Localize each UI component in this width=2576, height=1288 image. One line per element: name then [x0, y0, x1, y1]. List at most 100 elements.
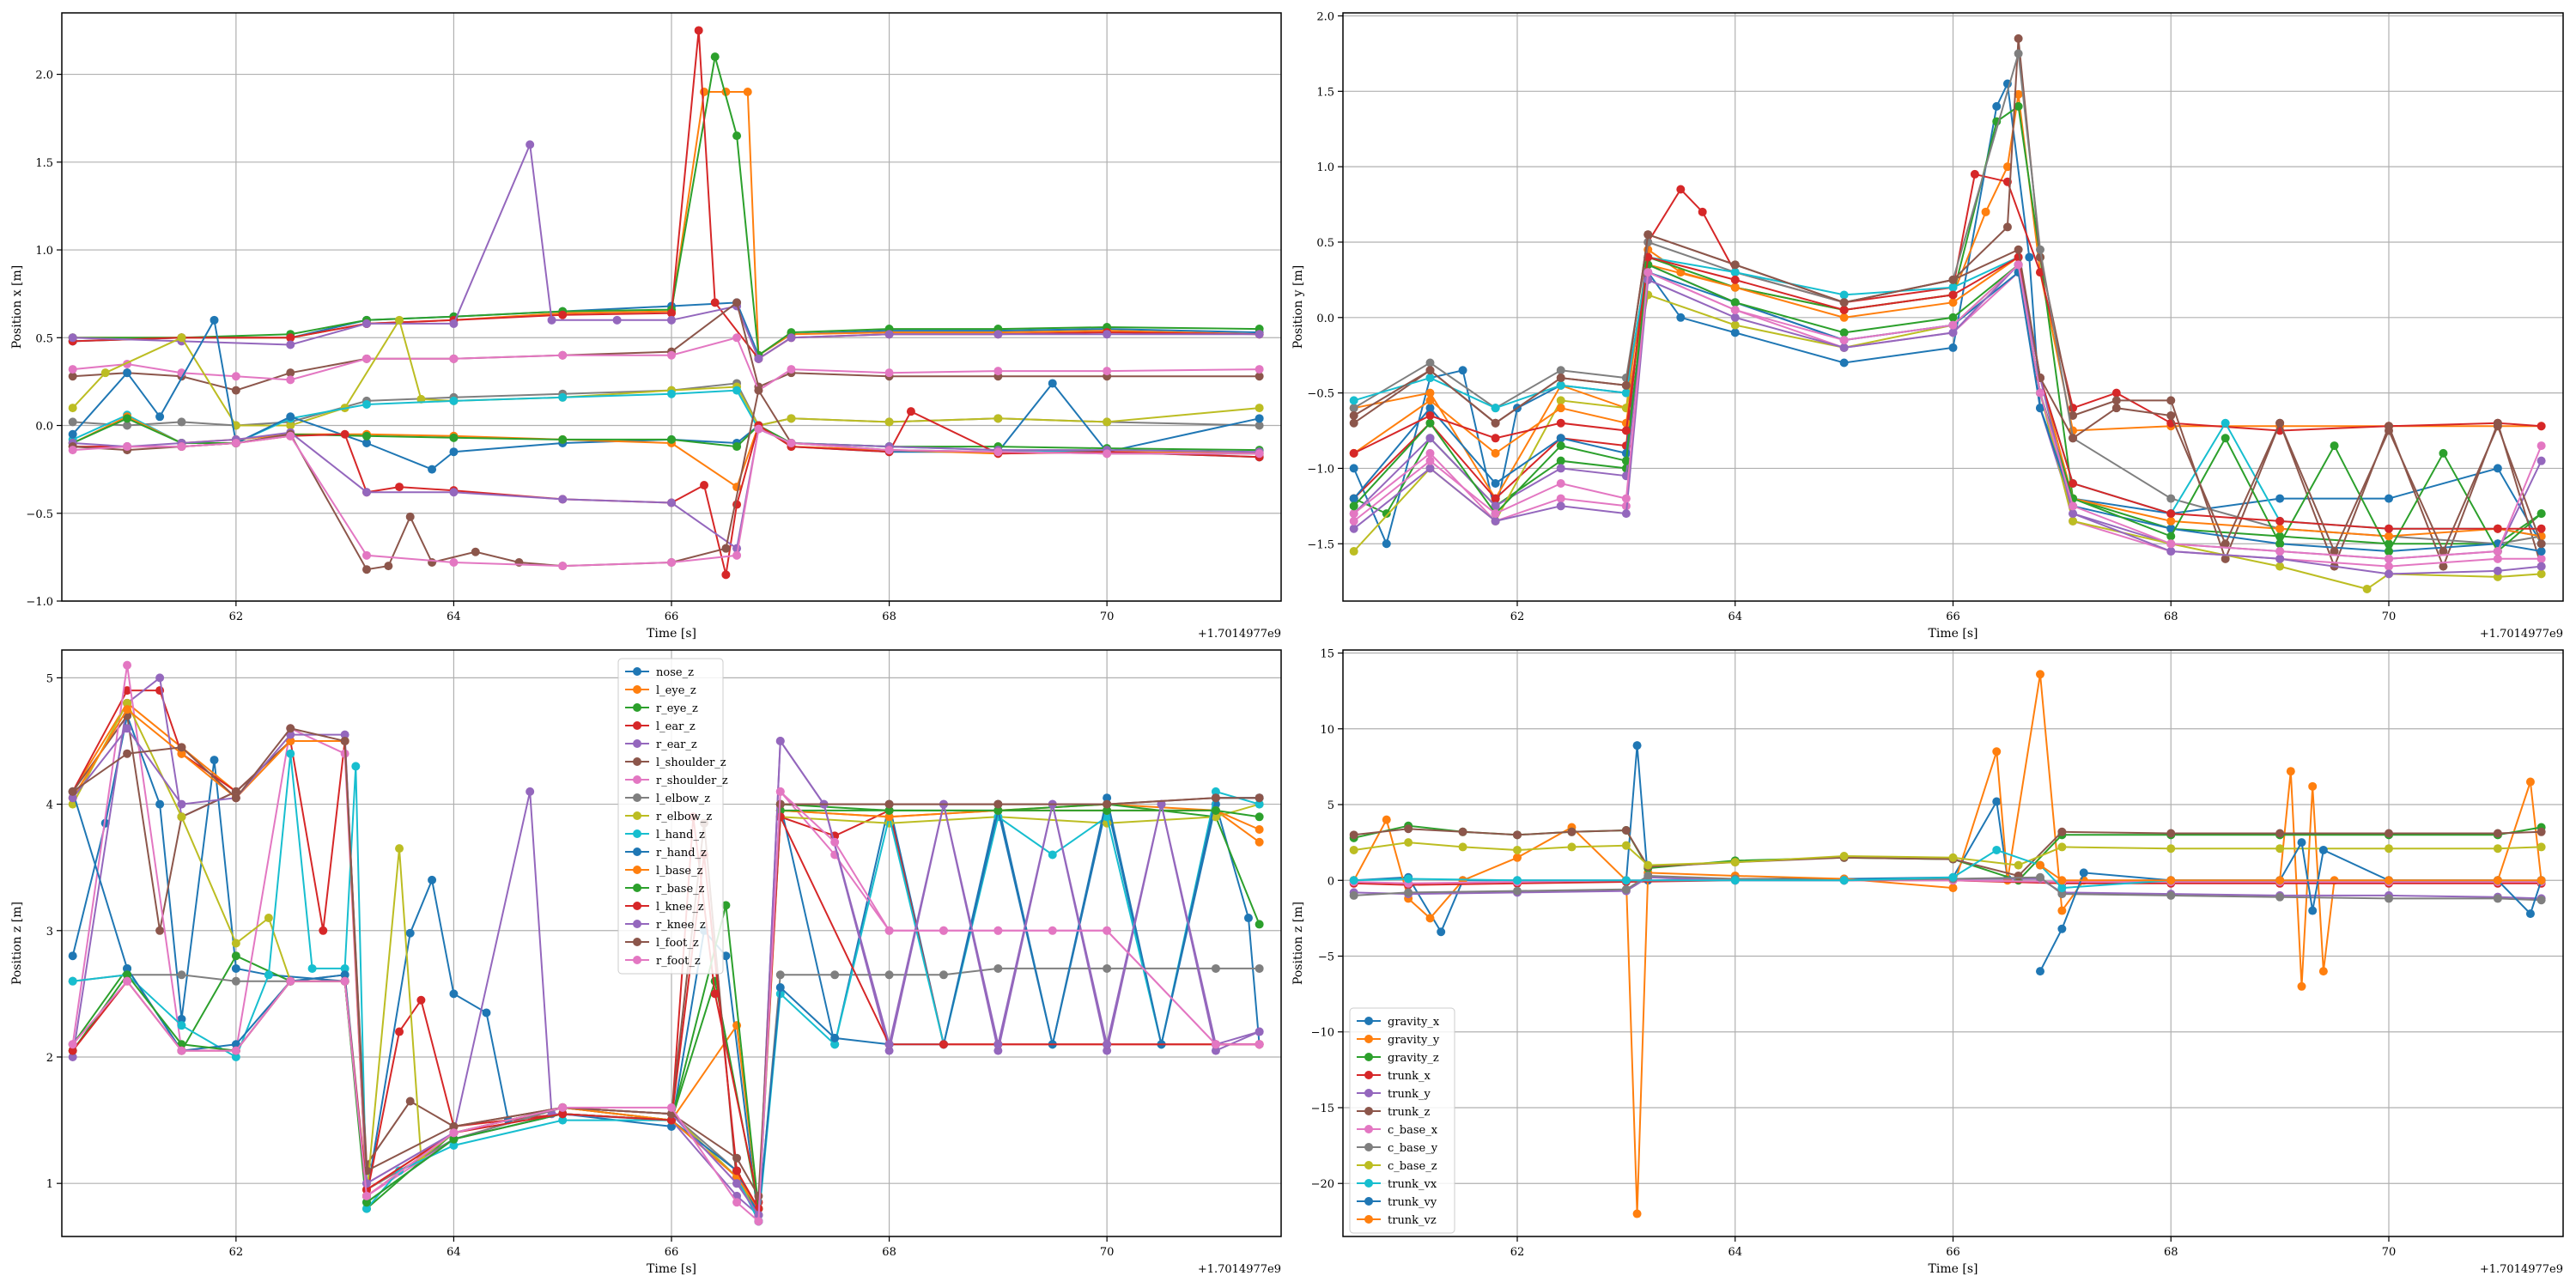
data-point [362, 431, 371, 440]
data-point [1567, 842, 1577, 852]
data-point [1513, 830, 1522, 840]
legend-label: l_eye_z [656, 684, 696, 697]
data-point [694, 26, 703, 35]
data-point [884, 368, 894, 378]
legend-label: gravity_y [1388, 1034, 1440, 1047]
data-point [2439, 562, 2448, 571]
data-point [1349, 509, 1358, 519]
data-point [667, 389, 676, 398]
data-point [993, 330, 1003, 339]
data-point [2537, 456, 2546, 465]
series-group [1349, 33, 2546, 593]
data-point [1839, 876, 1849, 885]
data-point [231, 1052, 240, 1061]
legend-marker [633, 685, 641, 694]
data-point [395, 844, 404, 854]
data-point [362, 488, 371, 497]
data-point [710, 298, 720, 307]
data-point [395, 315, 404, 325]
series-line-c_base_z [1353, 841, 2542, 866]
data-point [1255, 449, 1264, 459]
data-point [1643, 860, 1653, 870]
y-tick-label: −1.0 [26, 596, 53, 609]
data-point [558, 310, 568, 319]
data-point [340, 736, 349, 745]
data-point [2166, 516, 2176, 526]
x-axis-label: Time [s] [647, 1262, 696, 1276]
data-point [395, 483, 404, 492]
data-point [1730, 313, 1740, 322]
legend-label: r_foot_z [656, 955, 701, 968]
legend-marker [1364, 1053, 1373, 1061]
x-offset-text: +1.7014977e9 [1198, 628, 1281, 641]
data-point [1948, 872, 1958, 882]
data-point [2493, 464, 2502, 473]
data-point [1425, 358, 1435, 368]
data-point [1255, 920, 1264, 929]
data-point [1211, 812, 1220, 822]
data-point [2002, 162, 2012, 172]
data-point [1621, 426, 1631, 435]
data-point [1948, 328, 1958, 337]
chart-panel-1: 62 64 66 68 70 −1.0 −0.5 0.0 0.5 1.0 1.5 2.0 Time [s… [10, 12, 1282, 641]
legend-label: r_elbow_z [656, 811, 712, 823]
legend-marker [1364, 1125, 1373, 1133]
data-point [1698, 207, 1707, 216]
data-point [1349, 501, 1358, 511]
data-point [2166, 494, 2176, 503]
data-point [1425, 434, 1435, 443]
legend-label: r_eye_z [656, 702, 698, 715]
legend-label: trunk_vy [1388, 1196, 1437, 1209]
data-point [1103, 367, 1112, 376]
data-point [1839, 336, 1849, 345]
data-point [123, 368, 132, 378]
data-point [1643, 260, 1653, 270]
data-point [68, 404, 77, 413]
data-point [1103, 805, 1112, 815]
legend-marker [1364, 1017, 1373, 1025]
legend: gravity_x gravity_y gravity_z trunk_x trunk_… [1349, 1007, 1455, 1234]
data-point [1425, 366, 1435, 375]
data-point [884, 812, 894, 822]
legend-marker [633, 793, 641, 802]
data-point [2166, 410, 2176, 420]
legend-label: l_base_z [656, 865, 703, 878]
x-axis-label: Time [s] [647, 627, 696, 641]
legend-marker [1364, 1215, 1373, 1224]
legend-label: trunk_y [1388, 1088, 1431, 1101]
data-point [1491, 404, 1500, 413]
data-point [471, 547, 480, 556]
data-point [362, 399, 371, 409]
chart-panel-3: 62 64 66 68 70 1 2 3 4 5 Time [s] Position z [m] +1.… [10, 649, 1282, 1276]
data-point [2385, 894, 2393, 903]
data-point [884, 926, 894, 935]
data-point [1632, 741, 1642, 750]
data-point [1349, 845, 1358, 854]
data-point [177, 442, 186, 452]
data-point [558, 1115, 568, 1125]
data-point [1556, 456, 1565, 465]
data-point [1621, 884, 1631, 894]
legend-marker [633, 902, 641, 910]
series-line-s15 [72, 387, 1260, 571]
data-point [1948, 884, 1958, 893]
data-point [286, 368, 295, 378]
data-point [123, 749, 132, 758]
legend-marker [633, 866, 641, 874]
y-tick-label: 0.5 [1316, 237, 1334, 250]
data-point [2036, 860, 2044, 870]
legend-marker [633, 703, 641, 712]
data-point [732, 1153, 742, 1163]
data-point [1425, 448, 1435, 458]
data-point [1255, 1027, 1264, 1036]
data-point [1255, 404, 1264, 413]
data-point [1621, 418, 1631, 428]
data-point [2275, 516, 2285, 526]
data-point [1255, 963, 1264, 973]
y-tick-label: 1.5 [35, 157, 53, 170]
y-tick-label: −1.5 [1307, 538, 1334, 551]
data-point [449, 1121, 459, 1131]
data-point [1730, 260, 1740, 270]
legend-marker [1364, 1143, 1373, 1151]
series-line-s4 [1352, 263, 2543, 560]
